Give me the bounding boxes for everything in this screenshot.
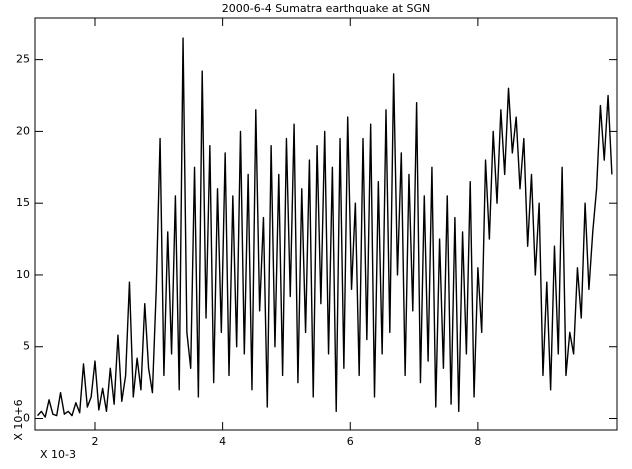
x-tick-label: 2: [91, 435, 98, 448]
x-axis-label: X 10-3: [40, 448, 76, 461]
x-tick-label: 8: [474, 435, 481, 448]
y-tick-label: 25: [16, 53, 30, 66]
y-tick-label: 0: [23, 412, 30, 425]
plot-frame: [34, 17, 618, 431]
x-tick-label: 6: [347, 435, 354, 448]
x-tick-label: 4: [219, 435, 226, 448]
y-tick-label: 20: [16, 124, 30, 137]
y-tick-label: 10: [16, 268, 30, 281]
y-axis-label: X 10+6: [12, 399, 25, 440]
y-tick-label: 15: [16, 196, 30, 209]
y-tick-label: 5: [23, 340, 30, 353]
signal-line: [37, 37, 613, 418]
chart-title: 2000-6-4 Sumatra earthquake at SGN: [222, 2, 430, 15]
